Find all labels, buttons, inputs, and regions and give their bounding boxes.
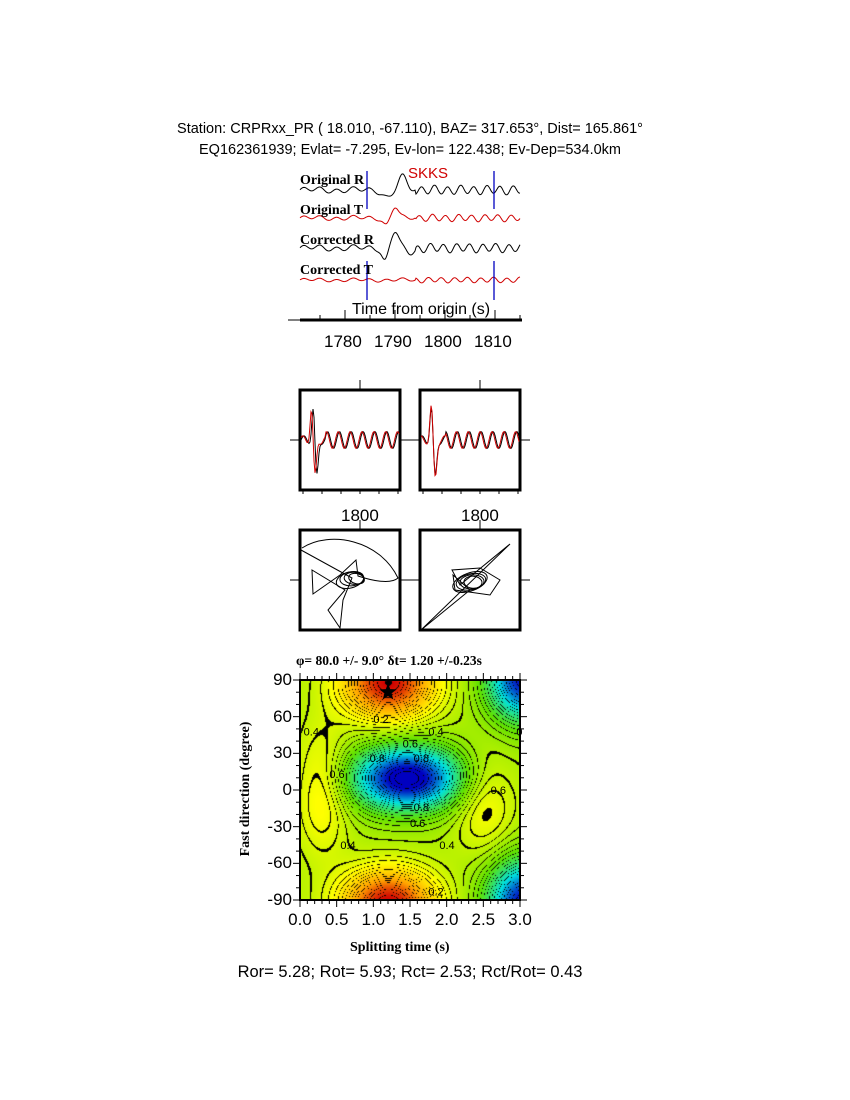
y-tick-label: 90 [273, 670, 292, 689]
time-tick-1780: 1780 [324, 332, 362, 351]
header-event: EQ162361939; Evlat= -7.295, Ev-lon= 122.… [199, 142, 621, 158]
comparison-tick-left: 1800 [341, 506, 379, 525]
contour-label: 0.2 [428, 886, 443, 898]
comparison-tick-right: 1800 [461, 506, 499, 525]
contour-label: 0.8 [414, 753, 429, 765]
time-tick-1800: 1800 [424, 332, 462, 351]
trace-original-t [299, 207, 521, 225]
y-tick-label: 30 [273, 743, 292, 763]
particle-motion-path-original [300, 538, 399, 630]
trace-label-original-r: Original R [300, 173, 365, 188]
particle-motion-loop [455, 572, 487, 591]
trace-corrected-t [299, 276, 521, 284]
misfit-heatmap [300, 680, 520, 900]
header-station: Station: CRPRxx_PR ( 18.010, -67.110), B… [177, 121, 643, 137]
time-axis-label: Time from origin (s) [352, 301, 491, 318]
particle-motion-loop [463, 575, 483, 589]
contour-label: 0.6 [491, 785, 506, 797]
x-axis-label: Splitting time (s) [350, 940, 450, 955]
x-tick-label: 3.0 [508, 910, 532, 929]
best-fit-star-icon [379, 683, 397, 700]
contour-label: 0.4 [428, 726, 443, 738]
contour-label: 0.6 [410, 818, 425, 830]
comparison-trace-black [300, 408, 400, 474]
footer-stats: Ror= 5.28; Rot= 5.93; Rct= 2.53; Rct/Rot… [237, 963, 583, 981]
y-tick-label: 0 [282, 780, 292, 799]
x-tick-label: 1.5 [398, 910, 422, 929]
x-tick-label: 1.0 [361, 910, 386, 929]
x-tick-label: 2.5 [471, 910, 496, 929]
trace-label-original-t: Original T [300, 203, 364, 218]
x-tick-label: 2.0 [434, 910, 459, 929]
trace-label-corrected-r: Corrected R [300, 233, 374, 248]
y-tick-label: -30 [267, 816, 292, 836]
comparison-trace-red [300, 410, 400, 473]
trace-label-corrected-t: Corrected T [300, 263, 373, 278]
y-tick-label: -60 [267, 853, 292, 873]
contour-label: 0.8 [414, 802, 429, 814]
trace-corrected-r [299, 231, 521, 260]
contour-label: 0.4 [304, 726, 319, 738]
particle-motion-loop [459, 574, 485, 590]
particle-motion-loop [452, 571, 488, 593]
comparison-trace-red [420, 405, 520, 477]
contour-label: 0.8 [370, 753, 385, 765]
trace-original-r [299, 173, 521, 197]
phase-label: SKKS [408, 165, 449, 182]
contour-label: 0.4 [340, 840, 355, 852]
time-tick-1790: 1790 [374, 332, 412, 351]
x-tick-label: 0.5 [324, 910, 349, 929]
y-tick-label: -90 [267, 890, 292, 909]
contour-label: 0.6 [403, 739, 418, 751]
contour-label: 0.4 [439, 840, 454, 852]
y-tick-label: 60 [273, 706, 292, 726]
contour-label: 0.6 [329, 769, 344, 781]
contour-label: 0.2 [373, 714, 388, 726]
heatmap-frame [299, 679, 521, 901]
contour-label: 0 [516, 726, 522, 738]
x-tick-label: 0.0 [288, 910, 312, 929]
time-tick-1810: 1810 [474, 332, 512, 351]
splitting-result-title: φ= 80.0 +/- 9.0° δt= 1.20 +/-0.23s [296, 653, 482, 668]
particle-motion-loop [348, 572, 365, 585]
